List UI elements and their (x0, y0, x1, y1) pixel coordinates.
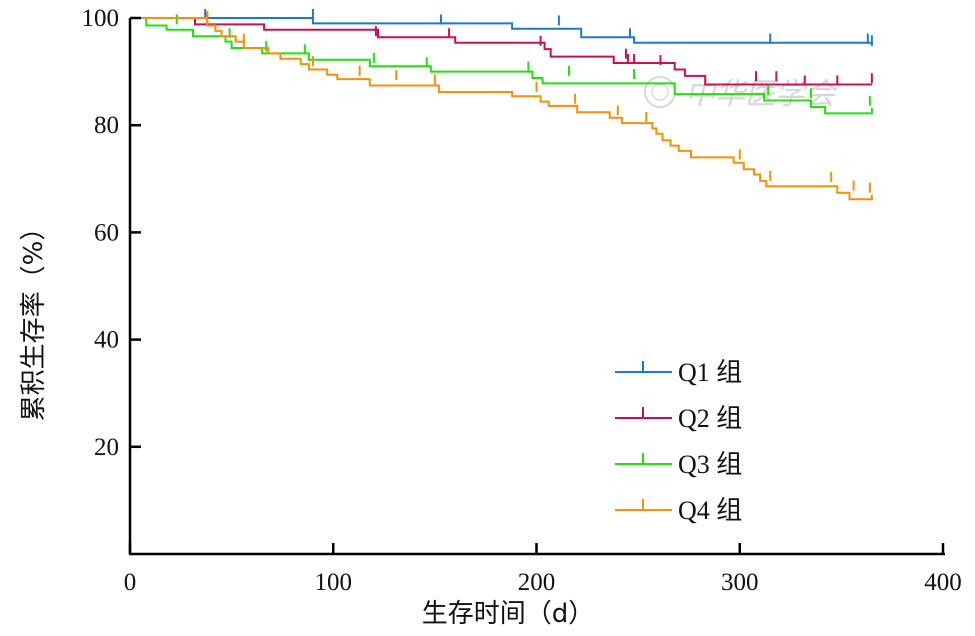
legend-label: Q2 组 (678, 404, 742, 433)
x-tick-label: 400 (924, 569, 962, 596)
series-line (130, 17, 873, 115)
legend-item-q2: Q2 组 (615, 404, 742, 433)
series-line (130, 17, 873, 201)
series-line (130, 17, 872, 86)
x-tick-label: 0 (124, 569, 137, 596)
legend-label: Q4 组 (678, 496, 742, 525)
y-tick-label: 60 (94, 219, 119, 246)
x-axis-title: 生存时间（d） (422, 599, 595, 629)
y-axis-title: 累积生存率（%） (19, 215, 49, 422)
watermark-emblem-inner (651, 83, 669, 101)
series-layer (130, 9, 873, 201)
legend-item-q4: Q4 组 (615, 496, 742, 525)
series-q4 (130, 11, 873, 201)
watermark-emblem (644, 76, 676, 108)
legend-item-q1: Q1 组 (615, 358, 742, 387)
legend-item-q3: Q3 组 (615, 450, 742, 479)
legend: Q1 组 Q2 组 Q3 组 Q4 组 (615, 358, 742, 525)
series-line (130, 17, 873, 46)
x-tick-label: 300 (721, 569, 759, 596)
x-tick-label: 200 (518, 569, 556, 596)
series-q3 (130, 14, 873, 115)
legend-label: Q3 组 (678, 450, 742, 479)
ticks: 0 100 200 300 400 20 40 60 80 100 (82, 5, 962, 596)
series-q1 (130, 9, 873, 46)
y-tick-label: 20 (94, 434, 119, 461)
x-tick-label: 100 (315, 569, 353, 596)
legend-label: Q1 组 (678, 358, 742, 387)
y-tick-label: 40 (94, 327, 119, 354)
y-tick-label: 100 (82, 5, 120, 32)
y-tick-label: 80 (94, 112, 119, 139)
